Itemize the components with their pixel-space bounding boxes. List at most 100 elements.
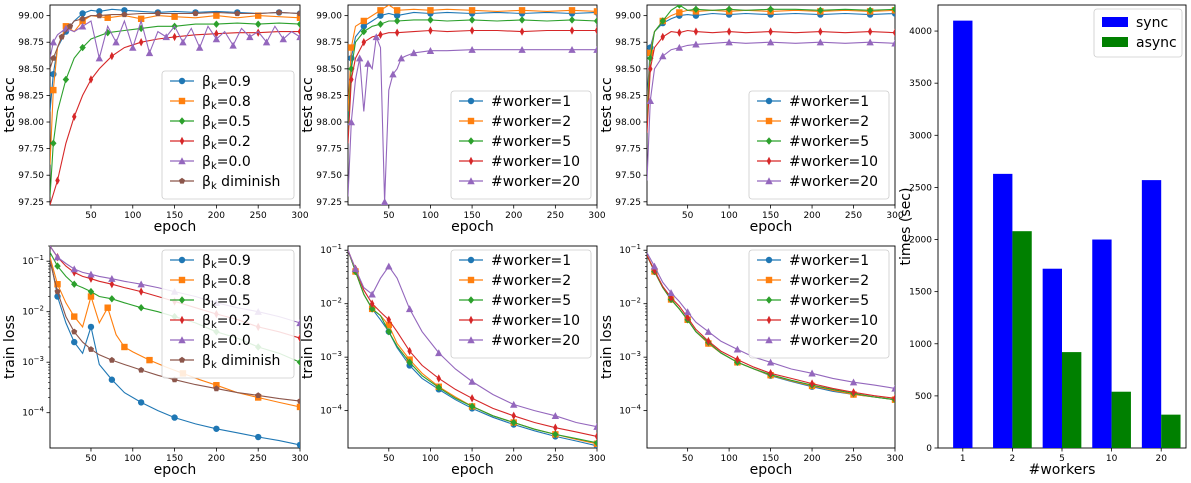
y-axis-label: train loss xyxy=(300,315,316,379)
bar xyxy=(1062,352,1082,448)
x-tick-label: 50 xyxy=(682,454,694,464)
series-line xyxy=(50,257,300,446)
x-tick-label: 200 xyxy=(208,211,225,221)
data-point xyxy=(467,97,475,105)
data-point xyxy=(552,430,559,439)
y-tick-label: 97.75 xyxy=(18,145,44,155)
y-tick-label: 10−3 xyxy=(619,350,641,363)
y-tick-label: 98.00 xyxy=(18,118,44,128)
data-point xyxy=(385,262,393,270)
data-point xyxy=(369,299,375,308)
data-point xyxy=(296,441,300,448)
data-point xyxy=(851,388,856,397)
plot-frame xyxy=(646,245,896,449)
data-point xyxy=(255,28,261,37)
chart-loss_worker_b: 50 100 150 200 250 30010−410−310−210−1epochtr… xyxy=(599,243,904,478)
data-point xyxy=(87,270,95,278)
legend-text: β xyxy=(202,293,211,309)
y-tick-label: 1000 xyxy=(909,340,932,350)
data-point xyxy=(179,38,187,46)
y-tick-label: 10−2 xyxy=(619,297,641,310)
data-point xyxy=(427,16,434,24)
data-point xyxy=(154,10,161,17)
series-line xyxy=(647,41,895,181)
data-point xyxy=(568,7,576,14)
legend-label: sync xyxy=(1136,15,1168,31)
data-point xyxy=(406,358,413,367)
data-point xyxy=(254,433,262,441)
x-tick-label: 100 xyxy=(422,211,439,221)
data-point xyxy=(468,7,476,14)
legend-subscript: k xyxy=(211,181,217,192)
y-tick-label: 98.00 xyxy=(615,118,641,128)
data-point xyxy=(467,336,475,344)
series-group xyxy=(348,5,597,205)
legend-text: diminish xyxy=(217,353,281,369)
legend-text: β xyxy=(202,154,211,170)
legend-text: β xyxy=(202,94,211,110)
x-tick-label: 300 xyxy=(886,454,903,464)
series-line xyxy=(348,249,597,437)
bar xyxy=(1111,391,1131,448)
legend-label: βk diminish xyxy=(202,353,280,371)
data-point xyxy=(178,117,186,125)
data-point xyxy=(518,16,526,24)
data-point xyxy=(683,308,692,316)
data-point xyxy=(706,336,711,346)
data-point xyxy=(71,280,78,288)
x-tick-label: 10 xyxy=(1106,454,1118,464)
data-point xyxy=(768,369,773,378)
data-point xyxy=(468,45,476,53)
data-point xyxy=(87,287,95,296)
x-tick-label: 300 xyxy=(886,211,903,221)
data-point xyxy=(593,439,597,447)
data-point xyxy=(393,12,401,19)
y-tick-base: 10 xyxy=(619,246,631,256)
legend-subscript: k xyxy=(211,320,217,331)
plot-frame xyxy=(49,4,301,206)
x-tick-label: 300 xyxy=(588,211,605,221)
legend-label: βk=0.2 xyxy=(202,313,251,331)
legend-label: #worker=20 xyxy=(789,174,878,190)
data-point xyxy=(519,27,525,36)
y-tick-label: 1500 xyxy=(909,288,932,298)
data-point xyxy=(137,15,145,23)
data-point xyxy=(229,41,237,49)
legend-label: #worker=10 xyxy=(491,154,580,170)
legend-label: #worker=10 xyxy=(789,313,878,329)
y-tick-label: 3500 xyxy=(909,79,932,89)
data-point xyxy=(121,343,128,351)
bar xyxy=(1161,414,1181,448)
x-tick-label: 250 xyxy=(250,211,267,221)
x-axis-label: epoch xyxy=(451,219,494,235)
data-point xyxy=(849,378,858,386)
data-point xyxy=(726,27,732,36)
data-point xyxy=(296,397,300,404)
legend-label: βk=0.0 xyxy=(202,333,251,351)
data-point xyxy=(296,14,300,21)
data-point xyxy=(179,136,185,146)
data-point xyxy=(254,20,262,28)
x-tick-label: 150 xyxy=(762,211,779,221)
data-point xyxy=(296,20,300,28)
series-line xyxy=(50,261,300,402)
data-point xyxy=(467,276,475,284)
data-point xyxy=(676,9,683,16)
series-line xyxy=(348,11,597,123)
y-tick-base: 10 xyxy=(320,407,332,417)
plot-frame xyxy=(347,245,598,449)
legend-text: =0.0 xyxy=(217,333,251,349)
chart-loss_beta: 50 100 150 200 250 30010−410−310−210−1epochtr… xyxy=(2,245,309,478)
legend-subscript: k xyxy=(211,81,217,92)
y-tick-label: 97.75 xyxy=(615,145,641,155)
data-point xyxy=(469,26,475,35)
data-point xyxy=(178,276,186,284)
x-tick-label: 200 xyxy=(803,211,820,221)
data-point xyxy=(178,157,186,165)
data-point xyxy=(765,177,773,185)
legend-label: βk=0.9 xyxy=(202,74,251,92)
data-point xyxy=(594,26,597,35)
x-tick-label: 50 xyxy=(383,211,395,221)
data-point xyxy=(892,28,895,37)
legend-label: #worker=5 xyxy=(491,134,571,150)
